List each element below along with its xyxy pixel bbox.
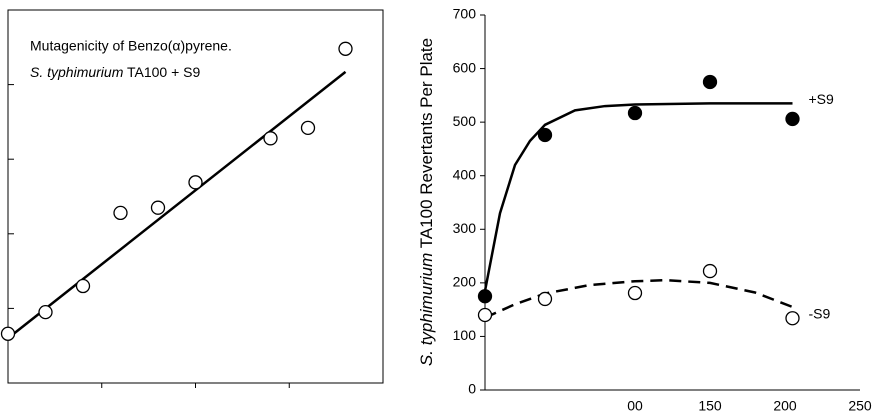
y-tick-label: 300 [453,220,477,236]
annotation: Mutagenicity of Benzo(α)pyrene. [30,38,232,54]
data-point [627,285,643,301]
x-tick-label: 00 [627,398,643,414]
data-point [785,111,800,127]
data-point [702,263,718,279]
fit-line [484,278,793,319]
y-tick-label: 600 [453,59,477,75]
y-axis-title-text: TA100 Revertants Per Plate [417,38,436,253]
data-point [702,74,718,90]
x-tick-label: 200 [773,398,797,414]
data-point [537,127,553,143]
annotation-italic: S. typhimurium [30,64,124,80]
y-axis-title: S. typhimurium TA100 Revertants Per Plat… [417,38,436,366]
data-point [477,289,493,304]
annotation-text: TA100 + S9 [123,64,200,80]
y-tick-label: 700 [453,6,477,22]
data-point [188,175,203,190]
y-tick-label: 500 [453,113,477,129]
data-point [477,307,493,323]
data-point [537,291,553,307]
x-tick-label: 150 [698,398,722,414]
data-point [338,41,353,56]
data-point [627,105,643,121]
y-axis-title-italic: S. typhimurium [417,253,436,366]
data-point [785,311,800,326]
series-label: -S9 [809,306,831,322]
x-tick-label: 250 [848,398,872,414]
y-tick-label: 400 [453,166,477,182]
y-tick-label: 0 [468,381,476,397]
y-tick-label: 200 [453,274,477,290]
data-point [300,120,316,136]
y-tick-label: 100 [453,327,477,343]
series-label: +S9 [809,91,835,107]
data-point [113,205,128,221]
data-point [150,200,166,215]
data-point [38,304,53,320]
fit-line [483,102,793,292]
data-point [0,326,16,341]
annotation: S. typhimurium TA100 + S9 [30,64,200,80]
fit-line [7,70,347,340]
data-point [75,278,91,294]
data-point [263,131,278,146]
